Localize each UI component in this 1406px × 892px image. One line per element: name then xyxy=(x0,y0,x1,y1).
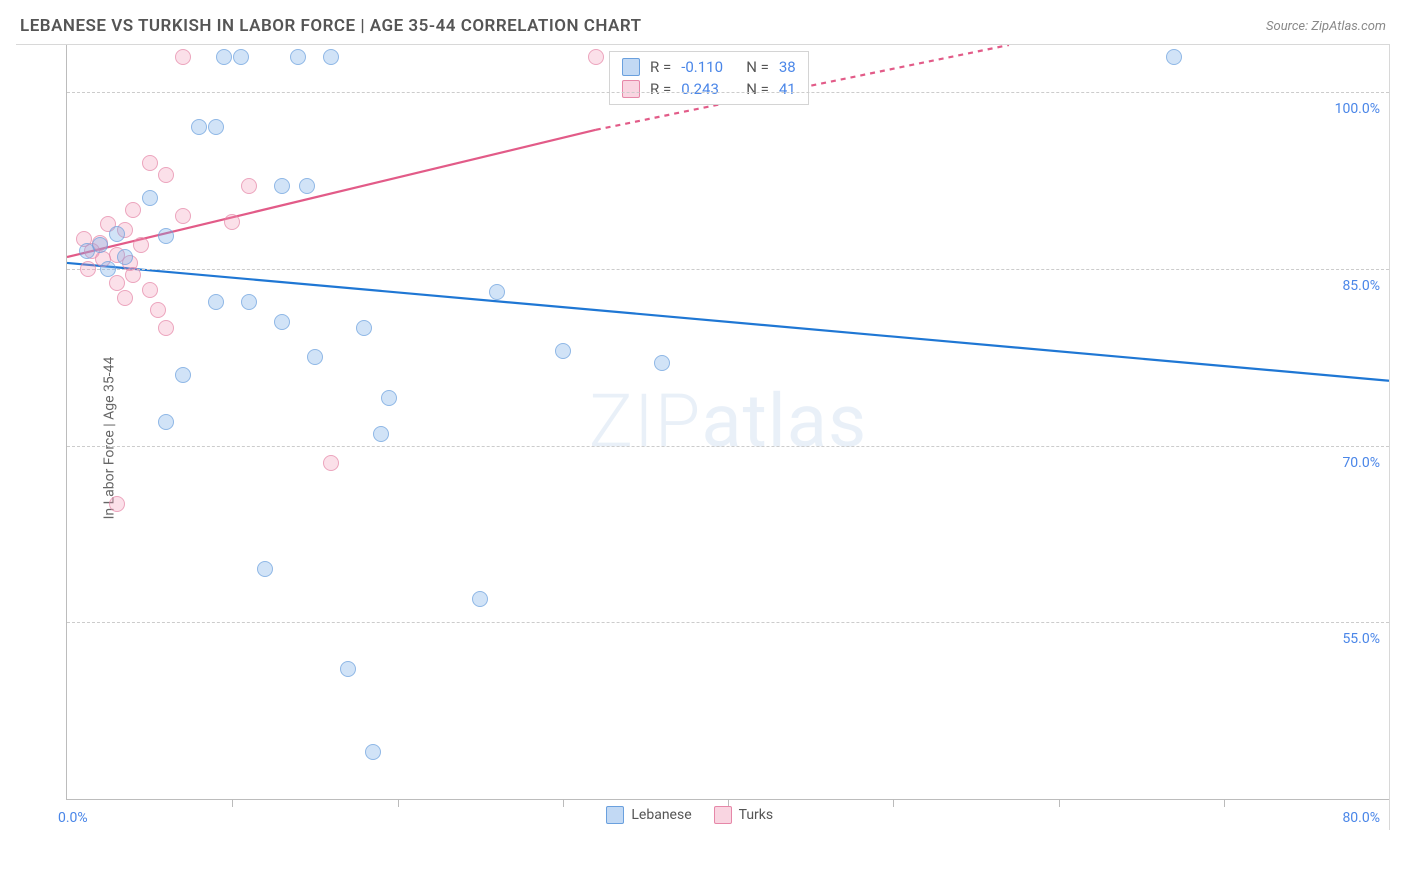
scatter-point-turks xyxy=(142,282,158,298)
x-axis-min-label: 0.0% xyxy=(58,810,88,826)
scatter-point-turks xyxy=(109,496,125,512)
scatter-point-lebanese xyxy=(233,49,249,65)
scatter-point-lebanese xyxy=(142,190,158,206)
gridline xyxy=(67,269,1389,270)
gridline xyxy=(67,92,1389,93)
scatter-point-lebanese xyxy=(216,49,232,65)
y-tick-label: 100.0% xyxy=(1335,101,1380,117)
y-tick-label: 55.0% xyxy=(1342,631,1380,647)
scatter-point-turks xyxy=(133,237,149,253)
stats-row-lebanese: R = -0.110 N = 38 xyxy=(622,56,796,78)
x-tick xyxy=(563,799,564,807)
scatter-point-lebanese xyxy=(109,226,125,242)
scatter-point-lebanese xyxy=(1166,49,1182,65)
r-label: R = xyxy=(650,58,671,76)
scatter-point-turks xyxy=(142,155,158,171)
trend-lines xyxy=(67,45,1389,799)
scatter-point-lebanese xyxy=(381,390,397,406)
scatter-point-turks xyxy=(80,261,96,277)
scatter-point-turks xyxy=(158,320,174,336)
x-tick xyxy=(1059,799,1060,807)
scatter-point-lebanese xyxy=(100,261,116,277)
scatter-point-lebanese xyxy=(117,249,133,265)
scatter-point-turks xyxy=(224,214,240,230)
n-label: N = xyxy=(746,58,769,76)
scatter-point-lebanese xyxy=(365,744,381,760)
swatch-pink xyxy=(622,80,640,98)
watermark-part2: atlas xyxy=(701,379,867,466)
legend-label-lebanese: Lebanese xyxy=(631,807,691,823)
scatter-point-turks xyxy=(175,49,191,65)
scatter-point-lebanese xyxy=(257,561,273,577)
chart-container: In Labor Force | Age 35-44 ZIPatlas R = … xyxy=(16,44,1390,830)
watermark: ZIPatlas xyxy=(589,379,868,466)
r-value-lebanese: -0.110 xyxy=(681,58,736,76)
gridline xyxy=(67,446,1389,447)
scatter-point-lebanese xyxy=(307,349,323,365)
legend-item-lebanese: Lebanese xyxy=(606,806,691,824)
y-tick-label: 85.0% xyxy=(1342,278,1380,294)
scatter-point-lebanese xyxy=(373,426,389,442)
chart-title: LEBANESE VS TURKISH IN LABOR FORCE | AGE… xyxy=(20,16,642,36)
y-tick-label: 70.0% xyxy=(1342,455,1380,471)
scatter-point-lebanese xyxy=(241,294,257,310)
scatter-point-lebanese xyxy=(555,343,571,359)
legend-swatch-pink xyxy=(714,806,732,824)
gridline xyxy=(67,622,1389,623)
scatter-point-turks xyxy=(588,49,604,65)
scatter-point-turks xyxy=(125,202,141,218)
scatter-point-lebanese xyxy=(489,284,505,300)
x-tick xyxy=(1224,799,1225,807)
swatch-blue xyxy=(622,58,640,76)
scatter-point-lebanese xyxy=(208,294,224,310)
scatter-point-lebanese xyxy=(654,355,670,371)
scatter-point-turks xyxy=(117,290,133,306)
scatter-point-turks xyxy=(323,455,339,471)
n-value-lebanese: 38 xyxy=(779,58,796,76)
stats-row-turks: R = 0.243 N = 41 xyxy=(622,78,796,100)
scatter-point-lebanese xyxy=(356,320,372,336)
scatter-point-lebanese xyxy=(472,591,488,607)
n-label: N = xyxy=(746,80,769,98)
scatter-point-turks xyxy=(158,167,174,183)
scatter-point-lebanese xyxy=(175,367,191,383)
scatter-point-turks xyxy=(109,275,125,291)
scatter-point-lebanese xyxy=(79,243,95,259)
r-label: R = xyxy=(650,80,671,98)
scatter-point-turks xyxy=(150,302,166,318)
x-tick xyxy=(232,799,233,807)
x-tick xyxy=(893,799,894,807)
scatter-point-lebanese xyxy=(299,178,315,194)
scatter-point-lebanese xyxy=(191,119,207,135)
plot-area: ZIPatlas R = -0.110 N = 38 R = 0.243 N =… xyxy=(66,45,1389,800)
x-axis-max-label: 80.0% xyxy=(1342,810,1380,826)
scatter-point-turks xyxy=(175,208,191,224)
scatter-point-lebanese xyxy=(274,314,290,330)
x-tick xyxy=(398,799,399,807)
scatter-point-lebanese xyxy=(158,228,174,244)
scatter-point-turks xyxy=(241,178,257,194)
legend: Lebanese Turks xyxy=(606,806,773,824)
source-label: Source: ZipAtlas.com xyxy=(1266,19,1386,34)
watermark-part1: ZIP xyxy=(589,379,702,466)
scatter-point-lebanese xyxy=(290,49,306,65)
legend-label-turks: Turks xyxy=(739,807,774,823)
scatter-point-lebanese xyxy=(158,414,174,430)
r-value-turks: 0.243 xyxy=(681,80,736,98)
legend-item-turks: Turks xyxy=(714,806,774,824)
n-value-turks: 41 xyxy=(779,80,796,98)
stats-box: R = -0.110 N = 38 R = 0.243 N = 41 xyxy=(609,51,809,105)
scatter-point-lebanese xyxy=(274,178,290,194)
scatter-point-turks xyxy=(125,267,141,283)
scatter-point-lebanese xyxy=(323,49,339,65)
scatter-point-lebanese xyxy=(340,661,356,677)
legend-swatch-blue xyxy=(606,806,624,824)
scatter-point-lebanese xyxy=(208,119,224,135)
